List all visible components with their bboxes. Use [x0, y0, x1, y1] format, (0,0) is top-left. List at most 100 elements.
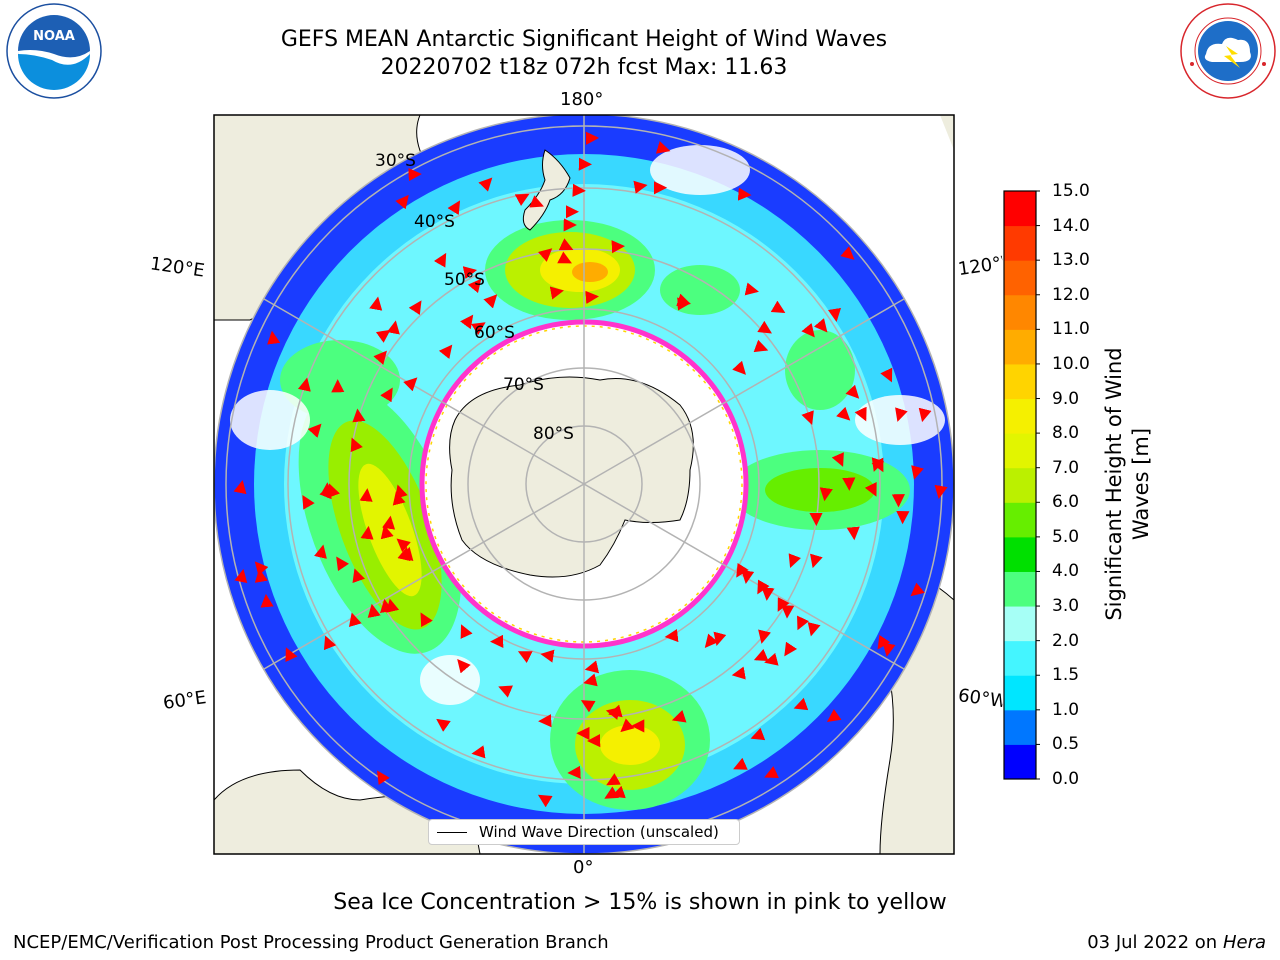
colorbar-band [1004, 294, 1036, 330]
wind-wave-arrow [302, 494, 315, 510]
wind-wave-arrow [267, 330, 281, 345]
wind-wave-arrow [557, 251, 572, 264]
colorbar-tick-label: 3.0 [1052, 596, 1080, 617]
colorbar-band [1004, 363, 1036, 400]
wind-wave-arrow [323, 635, 337, 651]
colorbar-band [1004, 709, 1036, 745]
wind-wave-arrow [584, 660, 600, 674]
wind-wave-arrow [827, 307, 842, 322]
wind-wave-arrow [753, 648, 769, 662]
colorbar-title: Significant Height of Wind Waves [m] [1102, 347, 1153, 621]
wind-wave-arrow [537, 248, 553, 262]
wind-wave-arrow [797, 615, 810, 631]
map-legend: Wind Wave Direction (unscaled) [428, 819, 740, 845]
wind-wave-arrow [380, 387, 393, 403]
wind-wave-arrow [910, 582, 925, 597]
colorbar-band [1004, 398, 1036, 434]
wind-wave-arrow [386, 320, 400, 335]
colorbar-tick-label: 0.5 [1052, 734, 1080, 755]
wind-wave-arrow [369, 296, 383, 311]
legend-line-sample [437, 832, 467, 833]
wind-wave-arrow [757, 320, 772, 334]
wind-wave-arrow [254, 568, 268, 583]
wind-wave-arrow [911, 465, 924, 480]
wind-wave-arrow [529, 195, 544, 208]
lat-label-30s: 30°S [375, 151, 416, 171]
wind-wave-arrow [784, 641, 798, 657]
map-subtitle: 20220702 t18z 072h fcst Max: 11.63 [380, 55, 788, 80]
colorbar-tick-label: 13.0 [1052, 250, 1090, 271]
wind-wave-arrow [676, 293, 691, 307]
wind-wave-arrow [854, 406, 867, 422]
wind-wave-arrow [750, 727, 766, 741]
colorbar-band [1004, 433, 1036, 469]
colorbar-tick-label: 1.0 [1052, 699, 1080, 720]
wind-wave-arrow [733, 757, 748, 770]
colorbar-tick-label: 4.0 [1052, 561, 1080, 582]
wind-wave-arrow [736, 562, 749, 578]
colorbar-tick-label: 0.0 [1052, 769, 1080, 789]
wind-wave-arrow [793, 697, 809, 711]
lat-label-60s: 60°S [474, 323, 515, 343]
wind-wave-arrow [433, 252, 447, 268]
wind-wave-arrow [732, 360, 746, 375]
wind-wave-arrow [467, 278, 482, 294]
wind-wave-arrow [537, 794, 553, 808]
wind-wave-arrow [408, 300, 422, 316]
colorbar-band [1004, 606, 1036, 642]
colorbar-tick-label: 15.0 [1052, 181, 1090, 201]
wind-wave-arrow [438, 344, 453, 360]
wind-wave-arrow [462, 266, 478, 280]
footer-machine: Hera [1222, 932, 1266, 953]
wind-wave-arrow [457, 659, 471, 674]
colorbar-tick-label: 12.0 [1052, 284, 1090, 305]
colorbar-band [1004, 502, 1036, 538]
colorbar-tick-label: 14.0 [1052, 215, 1090, 236]
wind-wave-arrow [336, 556, 349, 572]
wind-wave-arrow [655, 141, 671, 154]
map-title: GEFS MEAN Antarctic Significant Height o… [280, 27, 888, 52]
wind-wave-arrow [753, 339, 769, 353]
noaa-logo-text: NOAA [33, 29, 75, 44]
lat-label-50s: 50°S [444, 270, 485, 290]
colorbar-band [1004, 225, 1036, 261]
lon-label-180: 180° [560, 89, 604, 110]
wind-wave-arrow [840, 246, 855, 260]
wind-wave-arrow [770, 300, 786, 314]
colorbar-tick-label: 9.0 [1052, 388, 1080, 409]
colorbar-band [1004, 260, 1036, 296]
wind-wave-arrow [567, 765, 581, 779]
wind-wave-arrow [478, 177, 493, 192]
lat-label-40s: 40°S [414, 212, 455, 232]
footer-date-text: 03 Jul 2022 on [1087, 932, 1223, 953]
wind-wave-arrow [395, 194, 409, 210]
lat-label-80s: 80°S [533, 424, 574, 444]
colorbar-band [1004, 744, 1036, 780]
wind-wave-arrow [882, 642, 896, 657]
wind-wave-arrow [671, 709, 687, 723]
wind-wave-arrow [382, 515, 396, 530]
wind-wave-arrow [460, 624, 473, 639]
wind-wave-arrow [307, 423, 322, 438]
wind-wave-arrow [846, 526, 860, 541]
wind-wave-arrow [352, 408, 366, 423]
colorbar-tick-label: 11.0 [1052, 319, 1090, 340]
wind-wave-arrow [819, 487, 833, 502]
wind-wave-arrow [810, 553, 823, 569]
wind-wave-arrow [580, 700, 596, 713]
wind-wave-arrow [611, 785, 626, 799]
wind-wave-arrow [864, 482, 877, 497]
lat-label-70s: 70°S [503, 375, 544, 395]
wind-wave-arrow [350, 437, 363, 453]
wind-wave-arrow [895, 407, 908, 422]
wind-wave-arrow [396, 538, 411, 553]
wind-wave-arrow [761, 587, 775, 601]
wind-wave-arrow [558, 238, 574, 251]
wind-wave-arrow [620, 718, 635, 733]
wind-wave-arrow [460, 314, 474, 330]
lon-label-0: 0° [573, 857, 594, 878]
wind-wave-arrow [314, 544, 327, 559]
colorbar-tick-label: 10.0 [1052, 353, 1090, 374]
wind-wave-arrow [360, 525, 374, 540]
wind-wave-arrow [664, 629, 679, 643]
